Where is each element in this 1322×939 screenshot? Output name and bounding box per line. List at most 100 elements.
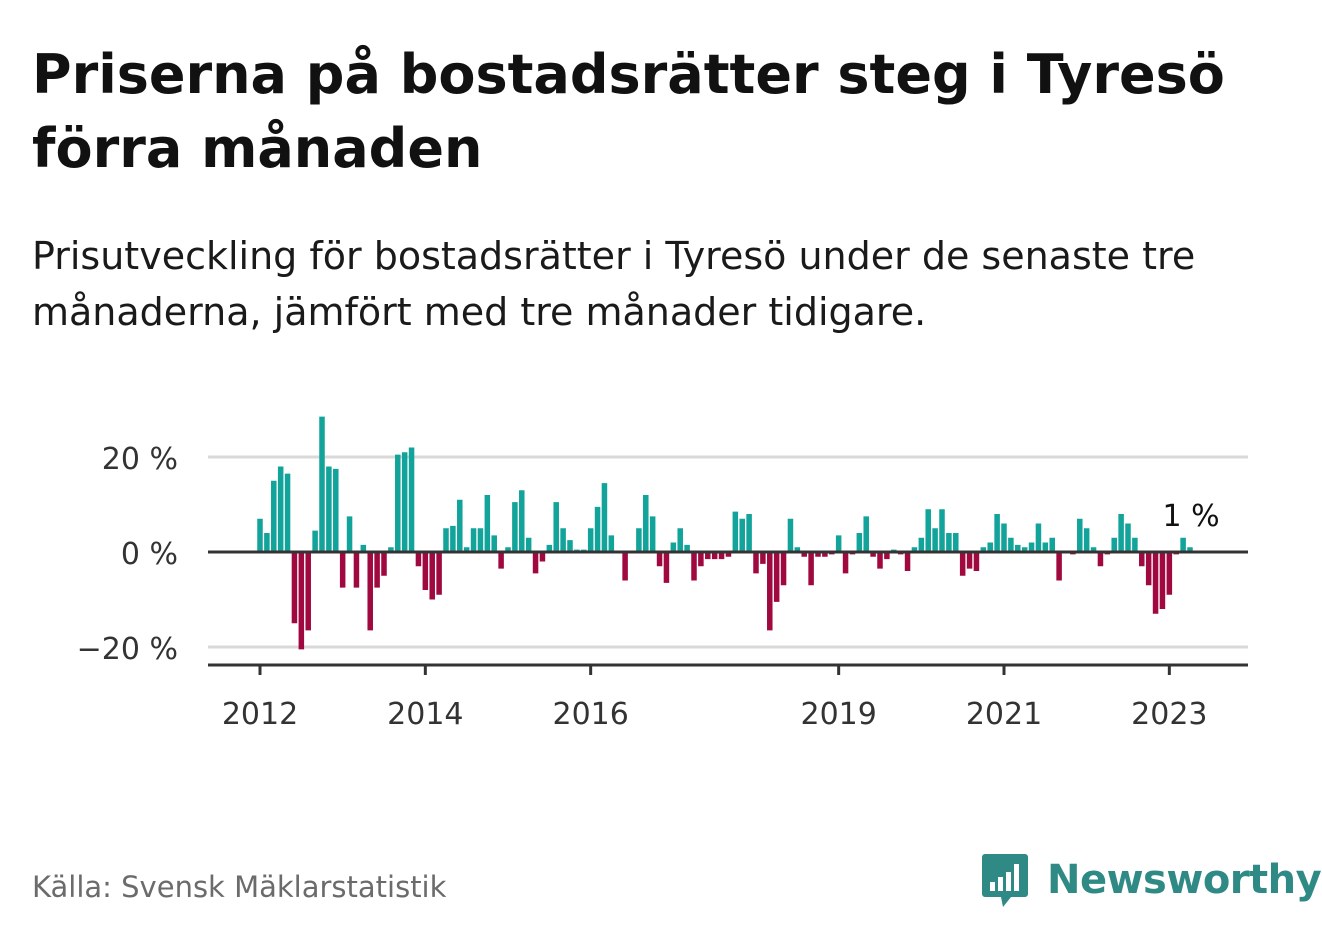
bar (987, 542, 993, 552)
y-tick-label: −20 % (77, 632, 178, 667)
bar (973, 552, 980, 571)
bar (705, 552, 711, 560)
bar (587, 528, 594, 552)
bar (450, 525, 456, 552)
bar (1049, 537, 1055, 552)
x-tick-label: 2016 (552, 697, 628, 732)
bar (698, 552, 704, 567)
bar (525, 537, 532, 552)
x-tick-label: 2014 (387, 697, 463, 732)
bar (1015, 544, 1021, 552)
bar (870, 552, 876, 557)
bar (1139, 552, 1145, 567)
bar (346, 516, 353, 552)
bar (711, 552, 718, 560)
bar (767, 552, 773, 631)
bar (787, 518, 794, 552)
bar (395, 454, 401, 552)
bar (1118, 514, 1124, 552)
bar (932, 528, 938, 552)
bar (670, 542, 677, 552)
bar (408, 447, 415, 552)
bar (980, 547, 987, 552)
bar (291, 552, 298, 624)
bar (1083, 528, 1090, 552)
bar (284, 473, 291, 552)
bar (257, 518, 263, 552)
bar (959, 552, 966, 576)
bar (491, 535, 497, 552)
bar (1159, 552, 1166, 609)
bar (319, 416, 325, 552)
bar (1132, 537, 1138, 552)
bar (360, 544, 367, 552)
bar (622, 552, 628, 581)
bar (780, 552, 787, 586)
bar (739, 518, 745, 552)
bar (436, 552, 442, 595)
bar (911, 547, 918, 552)
gridlines (208, 455, 1248, 649)
bar (463, 547, 470, 552)
bar (636, 528, 642, 552)
bar (753, 552, 759, 574)
bar (608, 535, 615, 552)
bar (877, 552, 883, 569)
y-axis-labels: 20 % 0 % −20 % (77, 442, 178, 667)
bar (422, 552, 429, 590)
bar (546, 544, 553, 552)
bar (1166, 552, 1173, 595)
bar (649, 516, 656, 552)
bar (1028, 542, 1035, 552)
bar (415, 552, 422, 567)
chart-title: Priserna på bostadsrätter steg i Tyresö … (32, 43, 1225, 180)
bar (684, 544, 690, 552)
bar (271, 480, 277, 552)
bar (904, 552, 911, 571)
y-tick-label: 20 % (102, 442, 178, 477)
bar (842, 552, 849, 574)
bar (498, 552, 504, 569)
bar (333, 468, 339, 552)
x-axis-ticks: 2012 2014 2016 2019 2021 2023 (222, 665, 1208, 732)
bar (532, 552, 539, 574)
bar (484, 495, 491, 552)
bar (966, 552, 973, 569)
bar (553, 502, 559, 552)
bar (1180, 537, 1186, 552)
bar (663, 552, 670, 583)
bar (725, 552, 732, 557)
bar (1056, 552, 1062, 581)
bar (1001, 523, 1007, 552)
newsworthy-logo-icon (982, 854, 1028, 907)
bar (760, 552, 766, 564)
bar (1097, 552, 1104, 567)
bar (1090, 547, 1097, 552)
bars (257, 416, 1193, 650)
bar (1077, 518, 1083, 552)
bar (312, 530, 318, 552)
bar (863, 516, 869, 552)
bar (505, 547, 511, 552)
source-note: Källa: Svensk Mäklarstatistik (32, 870, 447, 904)
bar (339, 552, 346, 588)
x-tick-label: 2019 (800, 697, 876, 732)
bar (939, 509, 945, 552)
bar (773, 552, 780, 602)
bar (560, 528, 566, 552)
bar (918, 537, 925, 552)
bar (470, 528, 477, 552)
y-tick-label: 0 % (121, 537, 178, 572)
bar (946, 533, 952, 552)
bar (1111, 537, 1117, 552)
x-tick-label: 2012 (222, 697, 298, 732)
bar (567, 540, 573, 552)
newsworthy-logo-text: Newsworthy (1047, 857, 1322, 903)
bar (808, 552, 814, 586)
bar (1145, 552, 1152, 586)
bar (326, 466, 332, 552)
bar (994, 514, 1000, 552)
bar (381, 552, 387, 576)
bar (374, 552, 380, 588)
